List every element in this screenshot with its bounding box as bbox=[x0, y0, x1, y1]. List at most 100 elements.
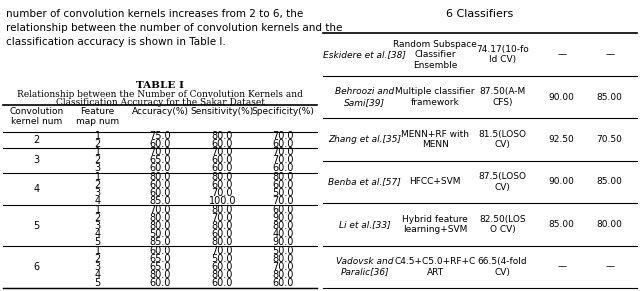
Text: Convolution
kernel num: Convolution kernel num bbox=[10, 107, 64, 126]
Text: 80.0: 80.0 bbox=[273, 254, 294, 264]
Text: —: — bbox=[557, 262, 566, 272]
Text: 1: 1 bbox=[95, 131, 100, 141]
Text: 80.0: 80.0 bbox=[149, 221, 171, 231]
Text: 80.0: 80.0 bbox=[149, 172, 171, 182]
Text: 80.0: 80.0 bbox=[212, 270, 233, 280]
Text: 60.0: 60.0 bbox=[212, 262, 233, 272]
Text: Eskidere et al.[38]: Eskidere et al.[38] bbox=[323, 50, 406, 59]
Text: 3: 3 bbox=[34, 155, 40, 165]
Text: 85.00: 85.00 bbox=[596, 178, 623, 187]
Text: 70.0: 70.0 bbox=[273, 131, 294, 141]
Text: 65.0: 65.0 bbox=[149, 262, 171, 272]
Text: 4: 4 bbox=[95, 196, 100, 206]
Text: Benba et al.[57]: Benba et al.[57] bbox=[328, 178, 401, 187]
Text: 3: 3 bbox=[95, 262, 100, 272]
Text: Sensitivity(%): Sensitivity(%) bbox=[191, 107, 254, 116]
Text: 5: 5 bbox=[34, 221, 40, 231]
Text: 87.5(LOSO
CV): 87.5(LOSO CV) bbox=[479, 172, 526, 192]
Text: HFCC+SVM: HFCC+SVM bbox=[410, 178, 461, 187]
Text: 1: 1 bbox=[95, 147, 100, 157]
Text: 3: 3 bbox=[95, 164, 100, 173]
Text: 2: 2 bbox=[95, 180, 100, 190]
Text: 2: 2 bbox=[95, 155, 100, 165]
Text: 80.0: 80.0 bbox=[212, 205, 233, 214]
Text: 6 Classifiers: 6 Classifiers bbox=[446, 9, 514, 19]
Text: 90.0: 90.0 bbox=[273, 213, 294, 223]
Text: 1: 1 bbox=[95, 205, 100, 214]
Text: 60.0: 60.0 bbox=[212, 180, 233, 190]
Text: 3: 3 bbox=[95, 221, 100, 231]
Text: 85.00: 85.00 bbox=[596, 93, 623, 102]
Text: Specificity(%): Specificity(%) bbox=[252, 107, 315, 116]
Text: 70.0: 70.0 bbox=[212, 246, 233, 255]
Text: Multiple classifier
framework: Multiple classifier framework bbox=[396, 87, 475, 107]
Text: 82.50(LOS
O CV): 82.50(LOS O CV) bbox=[479, 215, 525, 234]
Text: 70.0: 70.0 bbox=[149, 147, 171, 157]
Text: 90.00: 90.00 bbox=[548, 93, 575, 102]
Text: 2: 2 bbox=[95, 213, 100, 223]
Text: 80.0: 80.0 bbox=[273, 221, 294, 231]
Text: 75.0: 75.0 bbox=[149, 131, 171, 141]
Text: classification accuracy is shown in Table I.: classification accuracy is shown in Tabl… bbox=[6, 37, 226, 47]
Text: 60.0: 60.0 bbox=[149, 246, 171, 255]
Text: Vadovsk and
Paralic[36]: Vadovsk and Paralic[36] bbox=[336, 257, 394, 276]
Text: 50.0: 50.0 bbox=[149, 229, 171, 239]
Text: 81.5(LOSO
CV): 81.5(LOSO CV) bbox=[479, 130, 526, 149]
Text: 4: 4 bbox=[95, 270, 100, 280]
Text: 80.0: 80.0 bbox=[273, 172, 294, 182]
Text: 70.0: 70.0 bbox=[212, 147, 233, 157]
Text: 60.0: 60.0 bbox=[149, 278, 171, 288]
Text: 65.0: 65.0 bbox=[149, 155, 171, 165]
Text: 80.0: 80.0 bbox=[212, 237, 233, 247]
Text: 90.0: 90.0 bbox=[273, 237, 294, 247]
Text: 1: 1 bbox=[95, 172, 100, 182]
Text: 3: 3 bbox=[95, 188, 100, 198]
Text: 100.0: 100.0 bbox=[209, 196, 236, 206]
Text: 80.00: 80.00 bbox=[596, 220, 623, 229]
Text: Behroozi and
Sami[39]: Behroozi and Sami[39] bbox=[335, 87, 394, 107]
Text: 70.0: 70.0 bbox=[212, 213, 233, 223]
Text: 60.0: 60.0 bbox=[149, 180, 171, 190]
Text: 5: 5 bbox=[95, 278, 100, 288]
Text: 50.0: 50.0 bbox=[273, 246, 294, 255]
Text: 70.0: 70.0 bbox=[149, 205, 171, 214]
Text: Accuracy(%): Accuracy(%) bbox=[131, 107, 189, 116]
Text: 87.50(A-M
CFS): 87.50(A-M CFS) bbox=[479, 87, 525, 107]
Text: 66.5(4-fold
CV): 66.5(4-fold CV) bbox=[477, 257, 527, 276]
Text: 60.0: 60.0 bbox=[212, 229, 233, 239]
Text: 80.0: 80.0 bbox=[212, 172, 233, 182]
Text: 74.17(10-fo
ld CV): 74.17(10-fo ld CV) bbox=[476, 45, 529, 64]
Text: 60.0: 60.0 bbox=[212, 139, 233, 149]
Text: 60.0: 60.0 bbox=[273, 139, 294, 149]
Text: 70.0: 70.0 bbox=[273, 262, 294, 272]
Text: —: — bbox=[605, 262, 614, 272]
Text: 60.0: 60.0 bbox=[212, 155, 233, 165]
Text: 85.0: 85.0 bbox=[149, 237, 171, 247]
Text: 70.0: 70.0 bbox=[273, 196, 294, 206]
Text: 70.0: 70.0 bbox=[273, 147, 294, 157]
Text: C4.5+C5.0+RF+C
ART: C4.5+C5.0+RF+C ART bbox=[395, 257, 476, 276]
Text: MENN+RF with
MENN: MENN+RF with MENN bbox=[401, 130, 469, 149]
Text: —: — bbox=[605, 50, 614, 59]
Text: 4: 4 bbox=[95, 229, 100, 239]
Text: Zhang et al.[35]: Zhang et al.[35] bbox=[328, 135, 401, 144]
Text: 85.0: 85.0 bbox=[149, 196, 171, 206]
Text: Relationship between the Number of Convolution Kernels and: Relationship between the Number of Convo… bbox=[17, 90, 303, 99]
Text: 80.0: 80.0 bbox=[212, 221, 233, 231]
Text: 4: 4 bbox=[34, 184, 40, 194]
Text: Hybrid feature
learning+SVM: Hybrid feature learning+SVM bbox=[403, 215, 468, 234]
Text: 60.0: 60.0 bbox=[212, 164, 233, 173]
Text: 80.0: 80.0 bbox=[149, 270, 171, 280]
Text: 6: 6 bbox=[34, 262, 40, 272]
Text: 2: 2 bbox=[95, 139, 100, 149]
Text: 50.0: 50.0 bbox=[273, 188, 294, 198]
Text: 60.0: 60.0 bbox=[273, 180, 294, 190]
Text: 60.0: 60.0 bbox=[149, 164, 171, 173]
Text: 2: 2 bbox=[34, 135, 40, 145]
Text: Random Subspace
Classifier
Ensemble: Random Subspace Classifier Ensemble bbox=[393, 40, 477, 70]
Text: Feature
map num: Feature map num bbox=[76, 107, 119, 126]
Text: 85.00: 85.00 bbox=[548, 220, 575, 229]
Text: Li et al.[33]: Li et al.[33] bbox=[339, 220, 390, 229]
Text: 60.0: 60.0 bbox=[149, 188, 171, 198]
Text: —: — bbox=[557, 50, 566, 59]
